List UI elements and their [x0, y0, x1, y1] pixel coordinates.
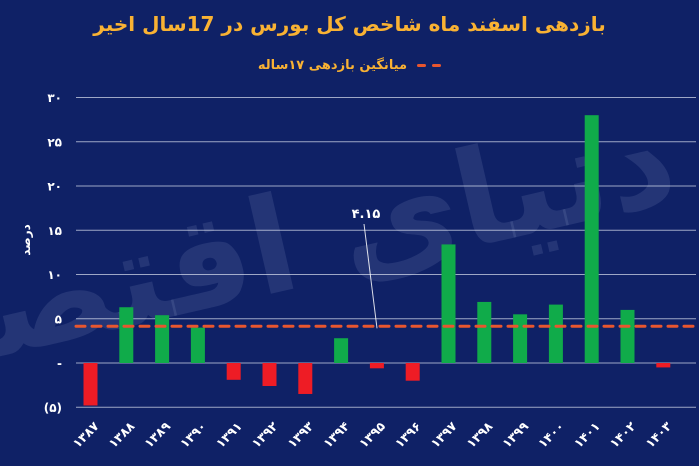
legend: میانگین بازدهی ۱۷ساله — [0, 58, 699, 73]
x-tick-label-1389: ۱۳۸۹ — [141, 418, 173, 450]
bar-1390 — [190, 327, 205, 363]
y-tick-label--5: (۵) — [44, 401, 62, 415]
bar-1391 — [226, 363, 241, 380]
x-tick-label-1395: ۱۳۹۵ — [356, 418, 388, 450]
bar-1393 — [298, 363, 313, 394]
annotation-leader-line — [363, 223, 378, 329]
bar-1402 — [620, 309, 635, 363]
y-tick-label-20: ۲۰ — [47, 180, 62, 194]
legend-dash-icon — [417, 64, 427, 67]
y-axis-title: درصد — [19, 224, 33, 256]
legend-dash-icon — [432, 64, 442, 67]
x-tick-label-1399: ۱۳۹۹ — [499, 418, 531, 450]
x-tick-label-1388: ۱۳۸۸ — [105, 418, 137, 450]
bar-1400 — [548, 304, 563, 363]
y-tick-label-5: ۵ — [55, 312, 62, 326]
x-tick-label-1393: ۱۳۹۳ — [284, 418, 316, 450]
y-tick-label-30: ۳۰ — [47, 91, 62, 105]
x-tick-label-1391: ۱۳۹۱ — [213, 419, 245, 451]
x-tick-label-1401: ۱۴۰۱ — [571, 419, 603, 451]
bar-1397 — [441, 244, 456, 363]
bar-1399 — [513, 314, 528, 363]
x-tick-label-1394: ۱۳۹۴ — [320, 418, 352, 450]
y-tick-label-0: - — [57, 357, 62, 371]
bar-1392 — [262, 363, 277, 387]
chart-title: بازدهی اسفند ماه شاخص کل بورس در 17سال ا… — [93, 12, 606, 36]
x-tick-label-1390: ۱۳۹۰ — [177, 419, 209, 451]
y-tick-label-10: ۱۰ — [47, 268, 62, 282]
y-tick-label-25: ۲۵ — [47, 135, 62, 149]
bar-1394 — [334, 338, 349, 363]
x-tick-label-1398: ۱۳۹۸ — [463, 418, 495, 450]
x-tick-label-1396: ۱۳۹۶ — [392, 419, 424, 451]
bar-1396 — [405, 363, 420, 381]
x-tick-label-1392: ۱۳۹۲ — [248, 418, 280, 450]
bar-1389 — [155, 315, 170, 363]
x-tick-label-1400: ۱۴۰۰ — [535, 419, 567, 451]
x-tick-label-1387: ۱۳۸۷ — [69, 418, 101, 450]
bar-1395 — [369, 363, 384, 369]
bar-1403 — [656, 363, 671, 368]
legend-label: میانگین بازدهی ۱۷ساله — [257, 58, 408, 73]
y-tick-label-15: ۱۵ — [47, 224, 62, 238]
average-line-sample — [417, 64, 442, 67]
bar-1388 — [119, 307, 134, 363]
x-tick-label-1403: ۱۴۰۳ — [642, 418, 674, 450]
average-value-annotation: ۴.۱۵ — [352, 207, 381, 222]
bar-1387 — [83, 363, 98, 406]
x-tick-label-1397: ۱۳۹۷ — [427, 418, 459, 450]
x-tick-label-1402: ۱۴۰۲ — [606, 418, 638, 450]
bar-1401 — [584, 115, 599, 363]
bar-1398 — [477, 301, 492, 363]
